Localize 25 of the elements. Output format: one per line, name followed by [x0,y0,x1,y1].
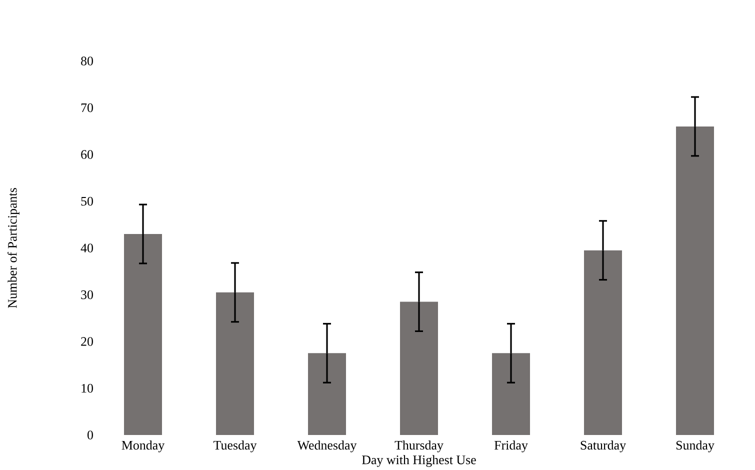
bar [584,250,622,435]
y-axis-title: Number of Participants [8,188,20,308]
x-tick-label: Friday [494,440,528,452]
x-tick-label: Saturday [580,440,626,452]
y-tick-label: 20 [81,337,93,346]
y-tick-label: 30 [81,290,93,300]
bar [492,353,530,435]
x-axis-title: Day with Highest Use [362,455,476,467]
bar [308,353,346,435]
bar [124,234,162,435]
y-tick-label: 10 [82,384,93,392]
bar [676,126,714,435]
y-tick-label: 60 [81,150,93,159]
y-tick-label: 50 [81,196,93,206]
x-tick-label: Sunday [676,440,714,452]
x-tick-label: Thursday [394,440,444,452]
x-tick-label: Tuesday [214,440,257,452]
bar [400,302,438,435]
x-tick-label: Monday [122,440,165,452]
y-tick-label: 0 [88,430,93,440]
bar [216,292,254,435]
x-tick-label: Wednesday [297,440,357,452]
y-tick-label: 70 [81,103,93,112]
y-tick-label: 40 [80,244,93,252]
y-tick-label: 80 [81,56,93,66]
